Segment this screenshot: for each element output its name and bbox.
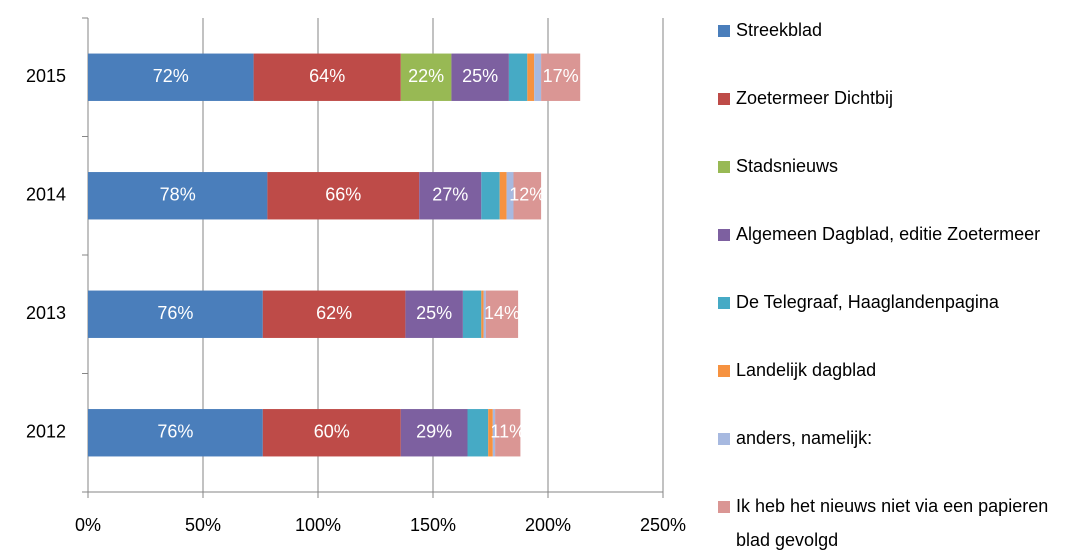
legend-label: anders, namelijk: [736,428,873,448]
data-label: 25% [462,66,498,86]
legend-label: Zoetermeer Dichtbij [736,88,894,108]
data-label: 76% [157,303,193,323]
bar-segment [481,172,500,220]
bar-segment [483,290,486,338]
legend-swatch [718,161,730,173]
data-label: 29% [416,422,452,442]
bar-segment [88,172,268,220]
legend-label: Stadsnieuws [736,156,839,176]
data-label: 17% [543,66,579,86]
bar-segment [513,172,542,220]
data-label: 72% [153,66,189,86]
legend-swatch [718,433,730,445]
legend-item: anders, namelijk: [718,421,1070,455]
x-tick-label: 250% [640,515,686,535]
legend-label: Streekblad [736,20,823,40]
bar-segment [267,172,420,220]
bar-segment [467,409,489,457]
bar-segment [400,53,452,101]
legend-label: Ik heb het nieuws niet via een papieren … [736,496,1049,550]
legend-item: Ik heb het nieuws niet via een papieren … [718,489,1070,550]
bar-segment [499,172,507,220]
bar-segment [481,290,484,338]
y-tick-label: 2014 [26,185,66,205]
x-tick-label: 0% [75,515,101,535]
data-label: 62% [316,303,352,323]
bar-segment [541,53,581,101]
legend-item: Landelijk dagblad [718,353,1070,387]
y-tick-label: 2012 [26,422,66,442]
legend-swatch [718,501,730,513]
bar-segment [488,409,493,457]
bar-segment [88,290,263,338]
x-tick-label: 200% [525,515,571,535]
bar-segment [527,53,535,101]
x-tick-label: 50% [185,515,221,535]
bar-segment [485,290,519,338]
bar-segment [462,290,482,338]
data-label: 12% [509,185,545,205]
bar-segment [253,53,401,101]
bar-segment [88,409,263,457]
data-label: 22% [408,66,444,86]
bar-segment [495,409,521,457]
data-label: 11% [490,422,525,442]
data-label: 64% [309,66,345,86]
legend-item: Zoetermeer Dichtbij [718,81,1070,115]
bar-segment [508,53,528,101]
legend-swatch [718,365,730,377]
data-label: 25% [416,303,452,323]
legend-item: Algemeen Dagblad, editie Zoetermeer [718,217,1070,251]
bar-segment [400,409,468,457]
data-label: 66% [325,185,361,205]
legend-item: De Telegraaf, Haaglandenpagina [718,285,1070,319]
data-label: 27% [432,185,468,205]
legend-label: Landelijk dagblad [736,360,877,380]
bar-segment [451,53,509,101]
bar-segment [262,409,401,457]
bar-segment [534,53,542,101]
data-label: 60% [314,422,350,442]
legend-swatch [718,93,730,105]
y-tick-label: 2015 [26,66,66,86]
legend-swatch [718,297,730,309]
legend-swatch [718,229,730,241]
data-label: 76% [157,422,193,442]
bar-segment [506,172,514,220]
x-tick-label: 100% [295,515,341,535]
x-tick-label: 150% [410,515,456,535]
bar-segment [88,53,254,101]
legend-label: Algemeen Dagblad, editie Zoetermeer [736,224,1041,244]
bar-segment [492,409,496,457]
legend-swatch [718,25,730,37]
data-label: 78% [160,185,196,205]
bar-segment [419,172,482,220]
legend-label: De Telegraaf, Haaglandenpagina [736,292,999,312]
bar-segment [405,290,463,338]
legend-item: Streekblad [718,13,1070,47]
legend-item: Stadsnieuws [718,149,1070,183]
bar-segment [262,290,406,338]
y-tick-label: 2013 [26,303,66,323]
data-label: 14% [484,303,520,323]
